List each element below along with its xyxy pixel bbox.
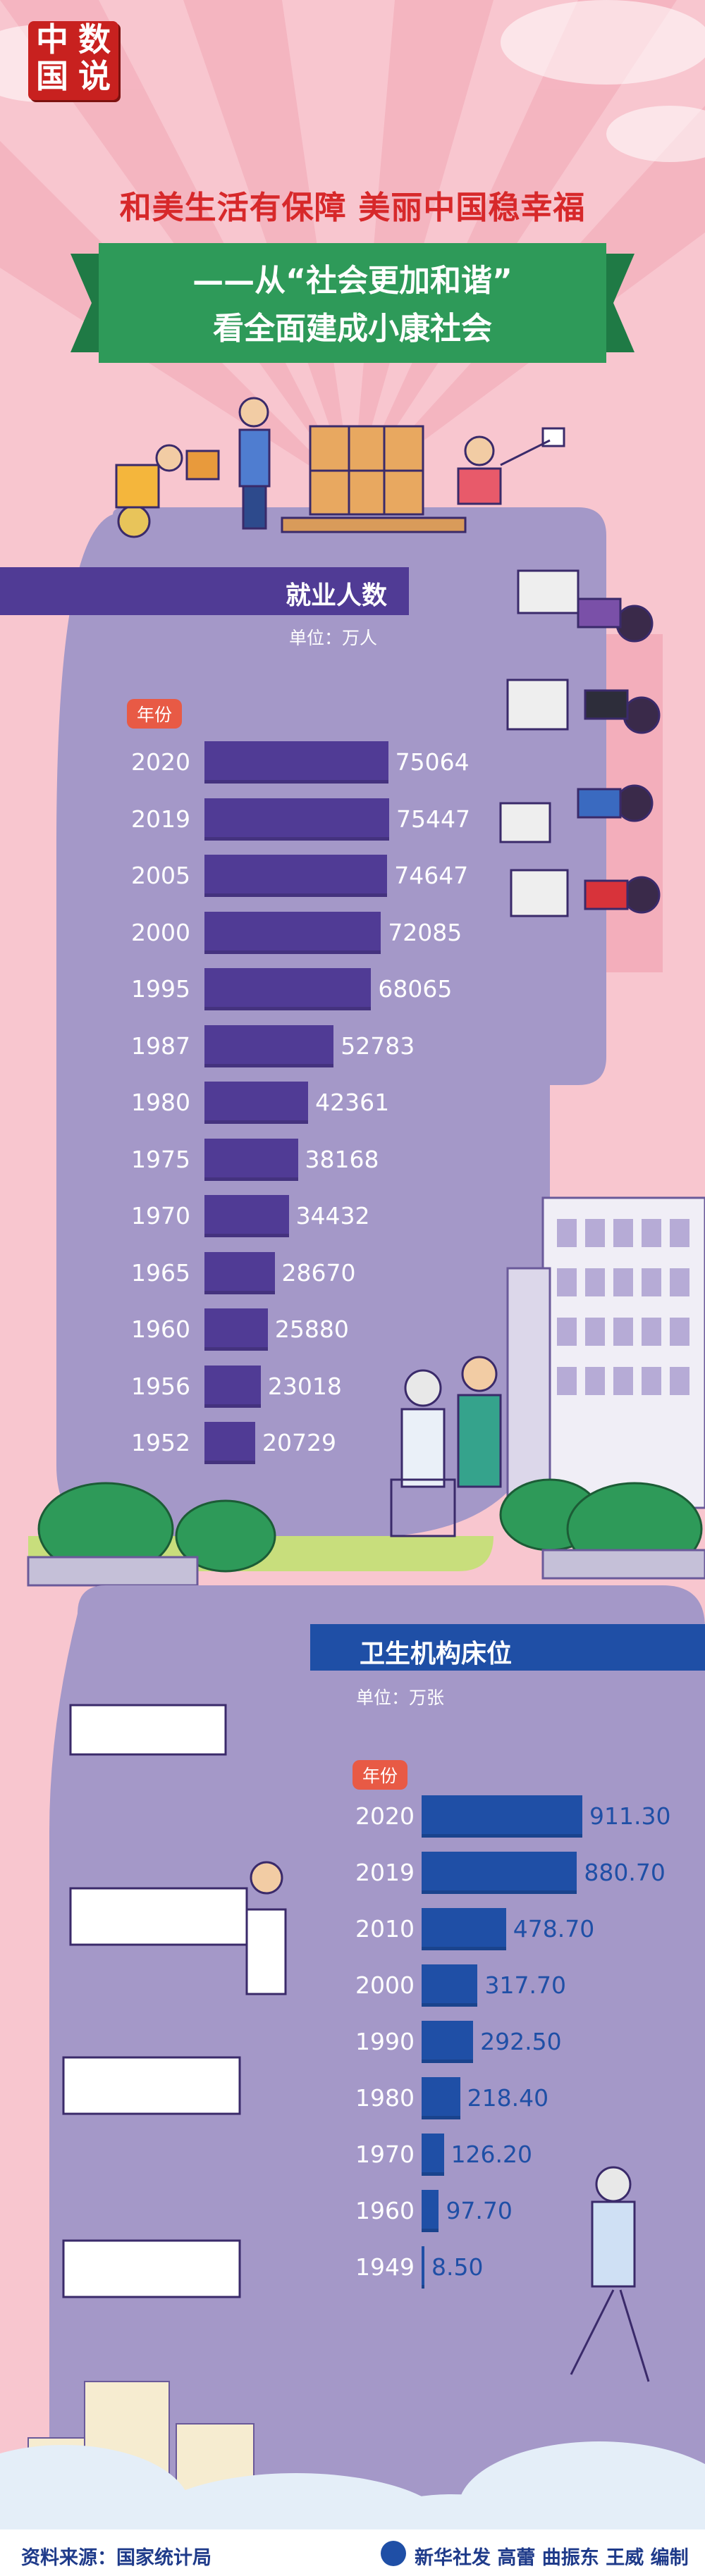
bar — [204, 798, 389, 841]
bar-year-label: 1956 — [131, 1372, 190, 1400]
bar-year-label: 2020 — [355, 1802, 415, 1830]
bar — [422, 1964, 478, 2007]
bar-year-label: 1960 — [131, 1315, 190, 1343]
bar — [204, 1138, 298, 1181]
bar-value-label: 42361 — [315, 1089, 390, 1116]
bar — [204, 911, 381, 954]
bar-value-label: 292.50 — [480, 2028, 562, 2055]
bar-value-label: 8.50 — [431, 2253, 484, 2281]
bar — [422, 1795, 582, 1838]
bar-year-label: 2020 — [131, 748, 190, 776]
bar — [204, 741, 388, 784]
bar-value-label: 34432 — [295, 1202, 370, 1230]
bar — [204, 1024, 334, 1067]
bar — [422, 1852, 577, 1894]
chart2-category-label: 年份 — [352, 1760, 408, 1790]
bar-year-label: 1970 — [355, 2141, 415, 2168]
bar-value-label: 218.40 — [467, 2084, 549, 2112]
bar-value-label: 38168 — [305, 1145, 379, 1173]
bar — [422, 2077, 460, 2119]
bar-year-label: 1952 — [131, 1429, 190, 1456]
bar-year-label: 1949 — [355, 2253, 415, 2281]
bar-year-label: 2005 — [131, 862, 190, 889]
chart2-title: 卫生机构床位 — [360, 1640, 513, 1668]
bar-value-label: 28670 — [281, 1258, 356, 1287]
bar-year-label: 2019 — [131, 805, 190, 833]
bar-year-label: 1970 — [131, 1202, 190, 1230]
bar-value-label: 317.70 — [484, 1971, 566, 1999]
bar — [204, 1251, 275, 1294]
subtitle-line-1: ——从“社会更加和谐” — [192, 263, 513, 299]
bar-value-label: 911.30 — [589, 1802, 671, 1830]
chart1-category-label: 年份 — [127, 699, 183, 729]
bar — [204, 1082, 309, 1124]
bar-value-label: 25880 — [274, 1315, 349, 1343]
bar — [422, 2134, 444, 2176]
bar — [204, 1308, 268, 1351]
bar-year-label: 1965 — [131, 1258, 190, 1287]
logo-badge: 中数 国说 — [28, 21, 118, 100]
bar — [422, 2190, 439, 2232]
bar-year-label: 1990 — [355, 2028, 415, 2055]
bar — [422, 1908, 506, 1950]
bar-value-label: 97.70 — [446, 2197, 513, 2224]
bar-year-label: 1980 — [131, 1089, 190, 1116]
bar-year-label: 1975 — [131, 1145, 190, 1173]
bar-value-label: 20729 — [262, 1429, 336, 1456]
bar-year-label: 2019 — [355, 1859, 415, 1886]
bar — [204, 1195, 289, 1237]
bar — [422, 2246, 424, 2289]
source-note: 资料来源：国家统计局 — [21, 2547, 212, 2569]
bar — [204, 1365, 261, 1408]
bar — [422, 2021, 474, 2063]
bar-value-label: 75447 — [396, 805, 470, 833]
chart1-unit: 单位：万人 — [289, 628, 378, 648]
chart2-unit: 单位：万张 — [356, 1688, 445, 1708]
page-headline: 和美生活有保障 美丽中国稳幸福 — [119, 189, 586, 226]
bar — [204, 1422, 255, 1464]
bar-year-label: 2010 — [355, 1915, 415, 1943]
bar-value-label: 68065 — [378, 975, 453, 1003]
bar-value-label: 478.70 — [513, 1915, 595, 1943]
subtitle-line-2: 看全面建成小康社会 — [213, 311, 492, 347]
bar-year-label: 1980 — [355, 2084, 415, 2112]
credit-note: 新华社发 高蕾 曲振东 王威 编制 — [415, 2547, 689, 2569]
xinhua-globe-icon — [381, 2541, 406, 2566]
bar — [204, 968, 372, 1010]
bar-value-label: 52783 — [341, 1032, 415, 1060]
bar-value-label: 880.70 — [584, 1859, 666, 1886]
bar-year-label: 2000 — [131, 918, 190, 946]
bar-year-label: 1960 — [355, 2197, 415, 2224]
bar-year-label: 2000 — [355, 1971, 415, 1999]
bar-value-label: 72085 — [388, 918, 462, 946]
bar-year-label: 1995 — [131, 975, 190, 1003]
bar-value-label: 126.20 — [450, 2141, 533, 2168]
bar-value-label: 75064 — [395, 748, 470, 776]
bar-value-label: 23018 — [267, 1372, 342, 1400]
bar-year-label: 1987 — [131, 1032, 190, 1060]
bar-value-label: 74647 — [394, 862, 469, 889]
bar — [204, 855, 388, 897]
chart1-title: 就业人数 — [286, 581, 388, 610]
